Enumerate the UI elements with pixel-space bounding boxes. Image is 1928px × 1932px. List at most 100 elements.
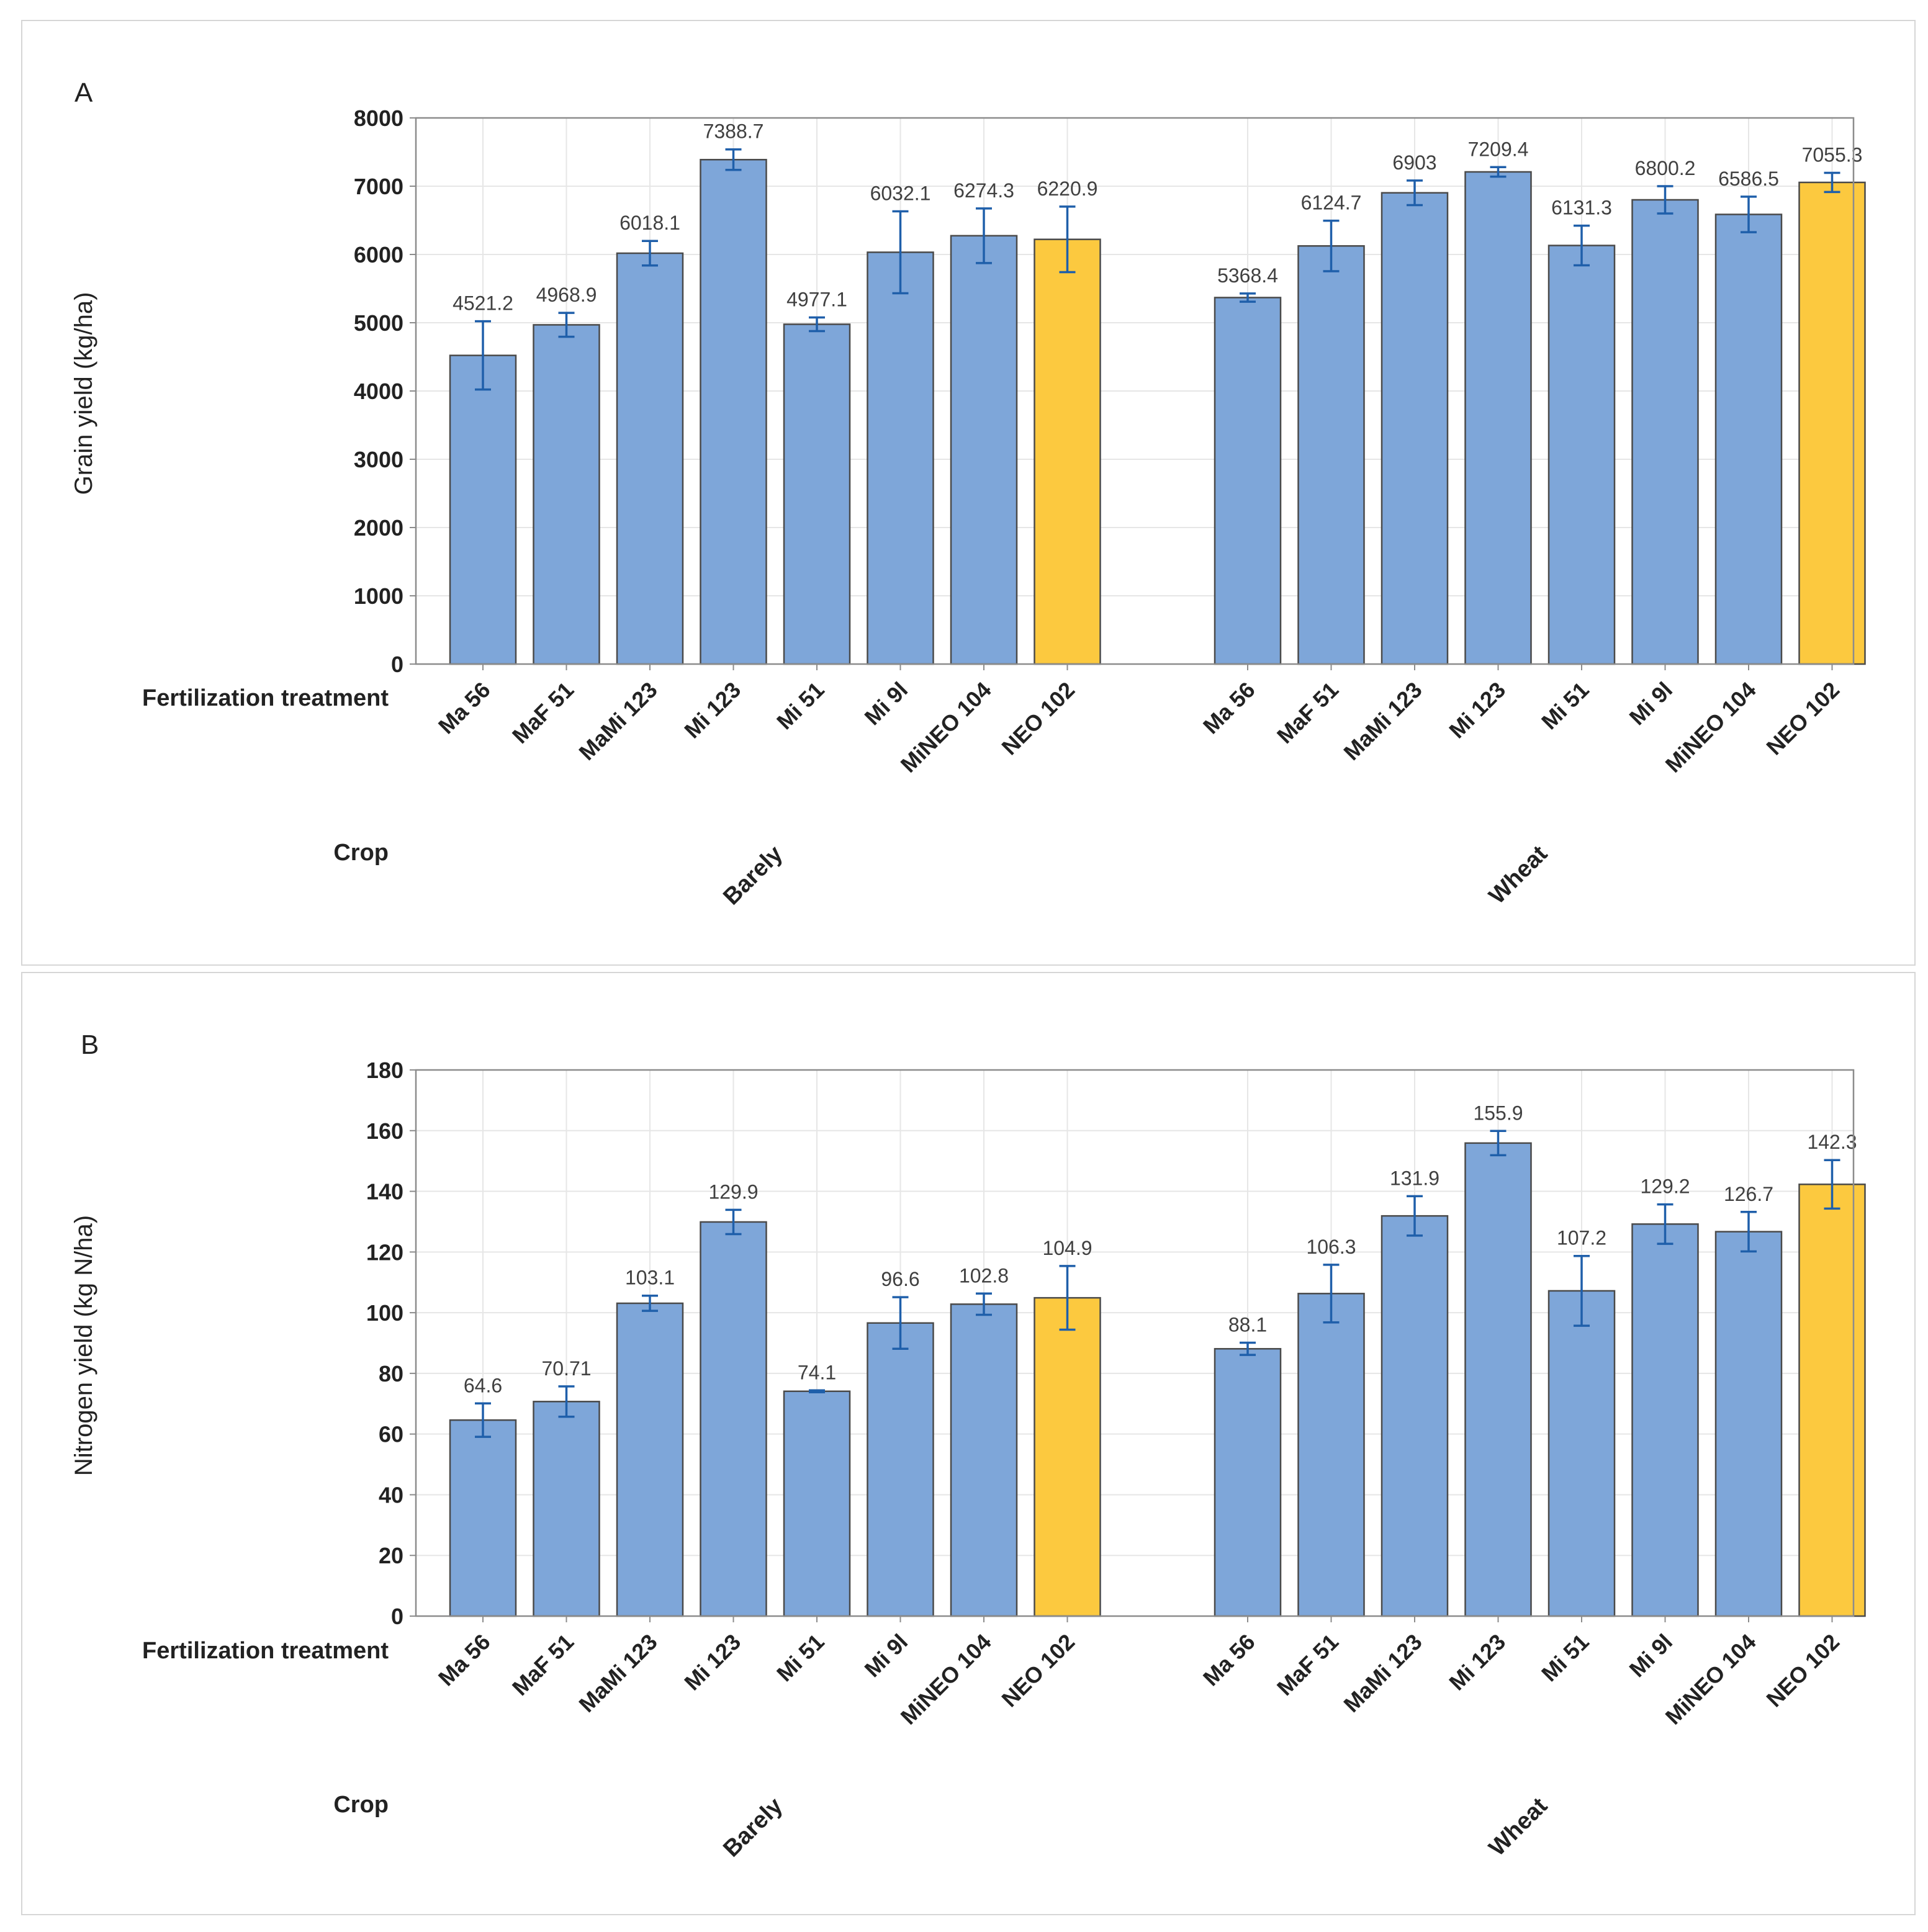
error-bar: [1240, 292, 1256, 303]
y-tick-label: 6000: [354, 242, 403, 267]
x-tick-label: NEO 102: [996, 677, 1079, 760]
bar: [1464, 171, 1532, 665]
bar: [1631, 1223, 1699, 1617]
error-bar: [892, 210, 909, 295]
y-tick-label: 140: [366, 1179, 403, 1205]
error-bar: [1059, 205, 1076, 274]
data-label: 70.71: [541, 1357, 591, 1380]
error-bar: [1824, 171, 1840, 194]
error-bar: [1240, 1341, 1256, 1356]
data-label: 107.2: [1557, 1227, 1606, 1249]
x-row-label-treatment: Fertilization treatment: [142, 685, 389, 711]
y-tick-label: 0: [391, 1604, 403, 1629]
x-tick-label: Mi 123: [679, 1629, 746, 1696]
data-label: 6018.1: [619, 212, 680, 234]
error-bar: [725, 148, 742, 171]
crop-label: Wheat: [1484, 1792, 1553, 1861]
error-bar: [1490, 1130, 1507, 1157]
crop-label: Barely: [718, 1793, 788, 1862]
x-tick-label: Mi 51: [772, 677, 829, 735]
bar: [616, 252, 684, 665]
error-bar: [475, 1402, 491, 1438]
x-tick-label: MaF 51: [507, 1629, 579, 1701]
y-tick-label: 0: [391, 652, 403, 677]
error-bar: [1657, 1203, 1673, 1245]
error-bar: [1741, 1211, 1757, 1253]
crop-label: Barely: [718, 841, 788, 910]
bar: [1714, 213, 1783, 665]
y-tick-label: 100: [366, 1300, 403, 1326]
x-tick-label: Mi 9l: [860, 1629, 913, 1683]
x-tick-label: NEO 102: [996, 1629, 1079, 1712]
x-tick-label: MaMi 123: [1338, 1629, 1426, 1717]
error-bar: [1407, 179, 1423, 207]
error-bar: [1323, 1264, 1340, 1324]
bar: [1381, 192, 1449, 665]
y-tick-label: 40: [379, 1482, 403, 1507]
data-label: 6131.3: [1551, 197, 1612, 219]
bar: [1631, 199, 1699, 665]
x-tick-label: Mi 123: [1444, 1629, 1510, 1696]
data-label: 7388.7: [703, 120, 764, 143]
bar: [867, 251, 934, 665]
data-label: 96.6: [881, 1268, 919, 1290]
data-label: 4968.9: [536, 284, 597, 306]
error-bar: [809, 316, 825, 333]
x-tick-label: Mi 9l: [1624, 677, 1678, 730]
data-label: 6220.9: [1037, 177, 1098, 200]
y-tick-label: 20: [379, 1543, 403, 1568]
x-tick-label: Mi 51: [772, 1629, 829, 1687]
error-bar: [725, 1208, 742, 1236]
data-label: 6032.1: [870, 182, 931, 204]
x-tick-label: NEO 102: [1761, 677, 1844, 760]
data-label: 6800.2: [1635, 157, 1696, 179]
error-bar: [892, 1296, 909, 1350]
y-tick-label: 120: [366, 1239, 403, 1265]
data-label: 6903: [1392, 151, 1436, 174]
data-label: 4521.2: [453, 292, 513, 315]
x-tick-label: MiNEO 104: [896, 1629, 996, 1730]
error-bar: [1657, 185, 1673, 215]
y-tick-label: 3000: [354, 447, 403, 472]
bar: [783, 323, 851, 665]
error-bar: [1741, 195, 1757, 233]
panel-letter-b: B: [81, 1030, 99, 1060]
x-tick-label: MiNEO 104: [896, 677, 996, 778]
data-label: 102.8: [959, 1264, 1009, 1287]
bar: [1034, 1296, 1101, 1617]
error-bar: [1490, 166, 1507, 178]
x-tick-label: Ma 56: [1198, 677, 1260, 739]
bar: [449, 354, 517, 665]
y-tick-label: 4000: [354, 379, 403, 404]
data-label: 88.1: [1228, 1314, 1267, 1336]
error-bar: [558, 1385, 575, 1418]
bar: [950, 1303, 1018, 1617]
y-tick-label: 80: [379, 1361, 403, 1386]
x-tick-label: MaF 51: [1272, 677, 1343, 748]
error-bar: [642, 1294, 658, 1312]
y-tick-label: 7000: [354, 174, 403, 199]
x-tick-label: Mi 123: [1444, 677, 1510, 744]
x-row-label-treatment: Fertilization treatment: [142, 1638, 389, 1664]
data-label: 126.7: [1724, 1183, 1773, 1205]
data-label: 5368.4: [1217, 264, 1278, 287]
data-label: 6124.7: [1301, 192, 1362, 214]
bar: [449, 1419, 517, 1617]
bar: [533, 1401, 600, 1617]
plot-frame: [415, 1069, 1855, 1617]
bar: [950, 235, 1018, 665]
plot-frame: [415, 117, 1855, 665]
bar: [1547, 1290, 1616, 1617]
x-tick-label: MaMi 123: [574, 677, 662, 765]
y-tick-label: 60: [379, 1422, 403, 1447]
bar: [700, 1221, 767, 1617]
x-tick-label: MiNEO 104: [1660, 1629, 1761, 1730]
bar: [783, 1390, 851, 1617]
x-tick-label: MaMi 123: [574, 1629, 662, 1717]
data-label: 7209.4: [1468, 138, 1529, 160]
error-bar: [1574, 224, 1590, 267]
x-tick-label: MiNEO 104: [1660, 677, 1761, 778]
error-bar: [1407, 1195, 1423, 1237]
data-label: 64.6: [464, 1374, 502, 1396]
plot-area: 0 1000 2000 3000 4000 5000 6000 7000 8000 4521.2 M…: [354, 106, 1866, 910]
